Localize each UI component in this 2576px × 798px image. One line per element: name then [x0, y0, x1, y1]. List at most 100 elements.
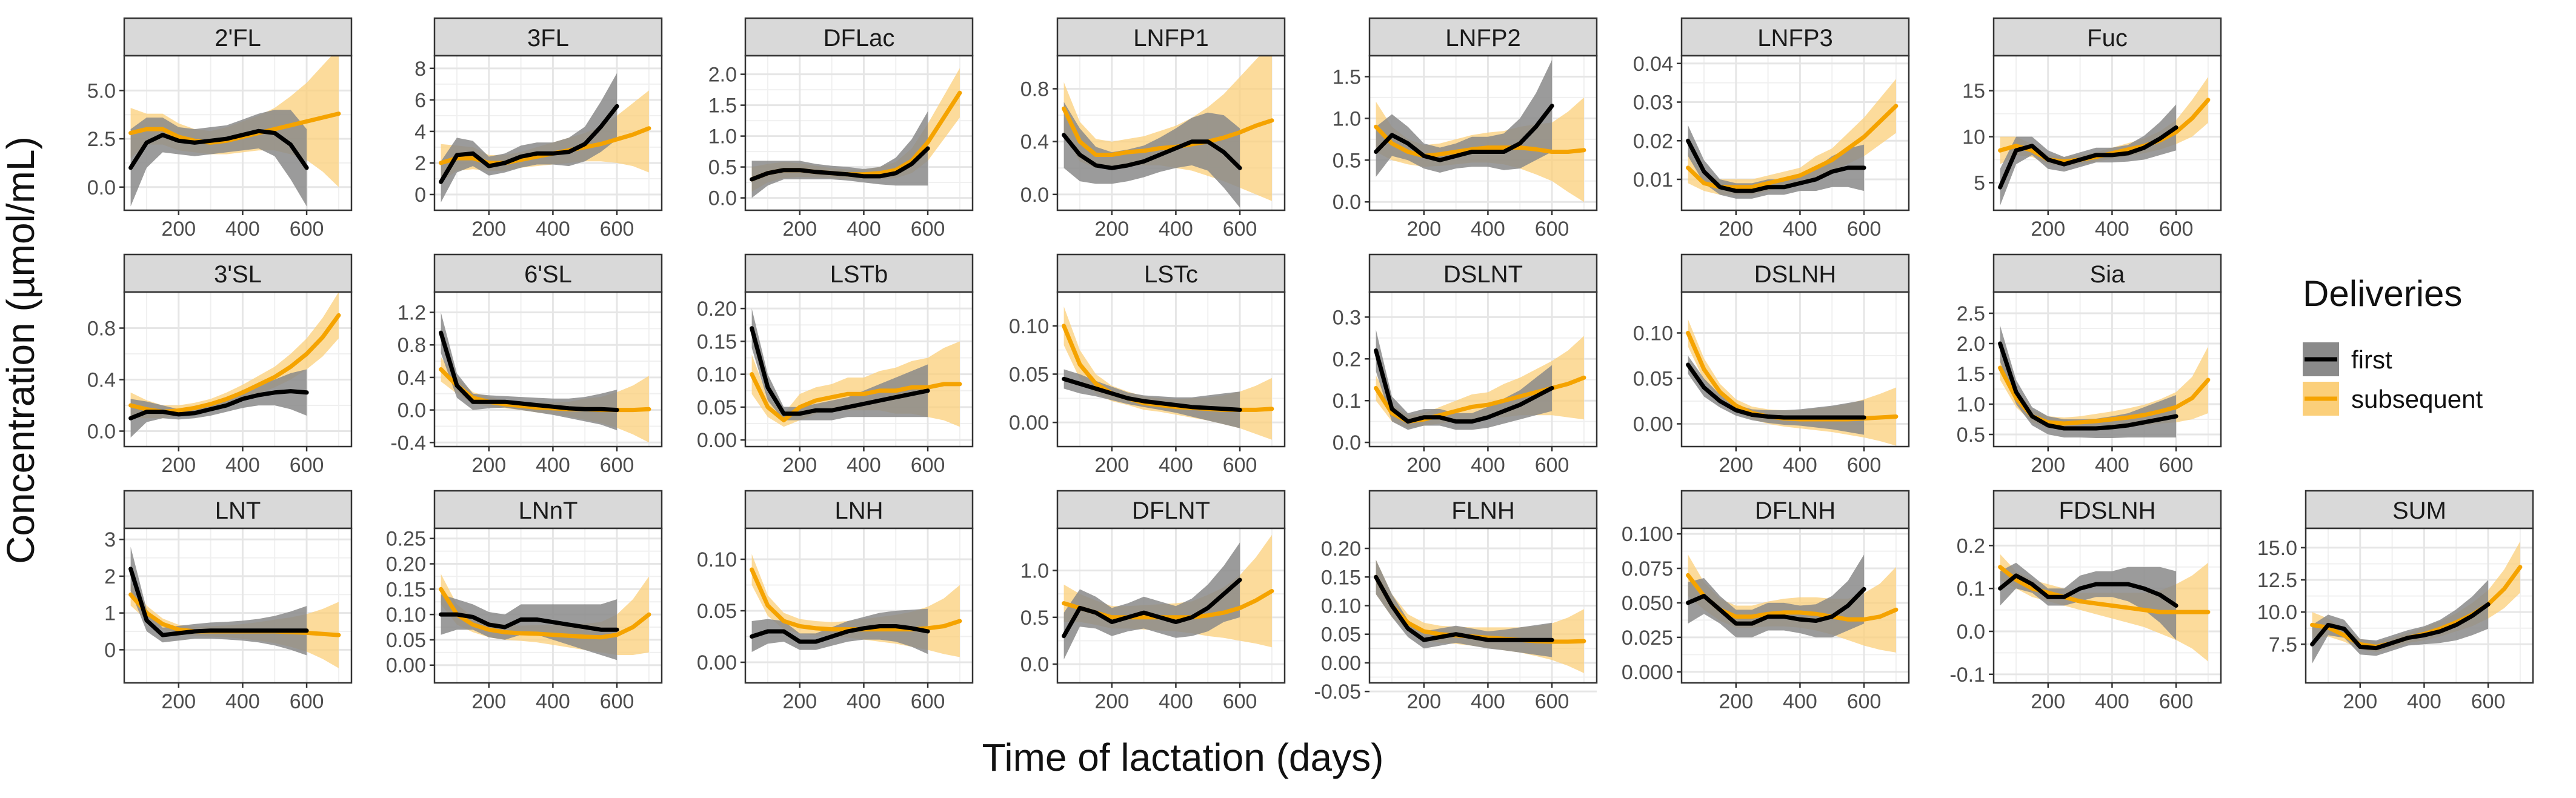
y-tick-label: 1.0	[708, 125, 737, 148]
y-tick-label: 0.0	[1020, 184, 1049, 207]
x-tick-label: 400	[1471, 218, 1505, 241]
y-tick-label: 0.2	[1957, 534, 1985, 557]
y-tick-label: 0.00	[1321, 652, 1361, 675]
panel-border	[433, 527, 663, 684]
series-line-first	[750, 146, 930, 182]
x-tick-label: 400	[1159, 218, 1193, 241]
y-tick-label: 0.00	[1009, 411, 1049, 434]
panel-data	[439, 73, 651, 202]
x-tick-label: 400	[225, 454, 260, 477]
x-tick-label: 200	[2031, 218, 2065, 241]
panel-data	[1374, 330, 1586, 430]
panel-border	[1680, 55, 1910, 211]
y-tick-label: 0.20	[697, 298, 737, 321]
y-tick-label: 0.5	[1957, 424, 1985, 447]
legend-label-first: first	[2351, 345, 2392, 374]
panel-3fl: 3FL 200 400 600 0 2 4 6 8	[414, 17, 663, 241]
y-tick-label: 10.0	[2257, 601, 2297, 624]
y-tick-label: 0.10	[1633, 322, 1673, 345]
y-tick-label: 5.0	[87, 79, 116, 102]
confidence-band-first	[1688, 356, 1865, 435]
series-line-first	[439, 612, 619, 632]
confidence-band-first	[441, 594, 617, 660]
panel-strip	[1368, 490, 1598, 530]
y-tick-label: 0.15	[697, 330, 737, 353]
panel-strip	[1056, 253, 1286, 293]
panel-data	[128, 56, 341, 207]
x-tick-label: 200	[2343, 690, 2377, 713]
panel-border	[1992, 55, 2222, 211]
x-tick-label: 600	[1535, 690, 1569, 713]
panel-lnh: LNH 200 400 600 0.00 0.05 0.10	[697, 490, 974, 713]
y-tick-label: 1.2	[398, 302, 426, 325]
y-tick-label: 15.0	[2257, 537, 2297, 560]
x-tick-label: 200	[471, 218, 506, 241]
panel-border	[1368, 527, 1598, 684]
y-tick-label: 0.050	[1622, 592, 1673, 615]
y-tick-label: 0.03	[1633, 91, 1673, 115]
x-tick-label: 600	[911, 690, 945, 713]
x-tick-label: 600	[2159, 690, 2194, 713]
panel-dslnh: DSLNH 200 400 600 0.00 0.05 0.10	[1633, 253, 1910, 477]
series-line-first	[750, 624, 930, 644]
panel-strip	[123, 490, 353, 530]
y-tick-label: 0.20	[386, 553, 426, 576]
legend: Deliveries first subsequent	[2303, 273, 2483, 416]
series-line-first	[1062, 376, 1242, 412]
series-line-first	[1686, 362, 1866, 420]
x-tick-label: 400	[1159, 690, 1193, 713]
x-tick-label: 600	[1535, 454, 1569, 477]
panel-border	[123, 55, 353, 211]
panel-strip	[1056, 490, 1286, 530]
y-tick-label: 0.075	[1622, 557, 1673, 580]
panel-title: DSLNH	[1754, 261, 1837, 288]
x-tick-label: 600	[1847, 218, 1882, 241]
x-tick-label: 200	[2031, 690, 2065, 713]
panel-data	[1686, 79, 1899, 199]
panel-title: LNH	[834, 497, 883, 524]
x-tick-label: 400	[225, 218, 260, 241]
y-tick-label: 0.00	[1633, 413, 1673, 436]
series-line-subsequent	[439, 587, 651, 640]
y-tick-label: 1	[104, 602, 116, 625]
x-tick-label: 600	[2471, 690, 2506, 713]
x-tick-label: 400	[2095, 454, 2129, 477]
series-line-first	[1686, 138, 1866, 193]
panel-data	[1062, 534, 1274, 660]
y-tick-label: 0.5	[708, 156, 737, 179]
panel-strip	[1992, 17, 2222, 57]
series-line-first	[128, 389, 309, 421]
plot-area	[124, 528, 351, 683]
panel-title: 3FL	[527, 25, 569, 52]
panel-data	[439, 574, 651, 660]
panel-title: Sia	[2090, 261, 2126, 288]
x-tick-label: 200	[782, 218, 817, 241]
x-tick-label: 600	[911, 454, 945, 477]
x-tick-label: 200	[161, 218, 196, 241]
panel-border	[123, 527, 353, 684]
legend-label-subsequent: subsequent	[2351, 385, 2483, 413]
series-line-subsequent	[1374, 124, 1586, 158]
y-tick-label: 0.00	[697, 429, 737, 452]
y-tick-label: 0	[104, 639, 116, 662]
y-tick-label: 6	[414, 89, 426, 112]
y-tick-label: 0.05	[697, 600, 737, 623]
panel-dflnt: DFLNT 200 400 600 0.0 0.5 1.0	[1020, 490, 1286, 713]
panel-title: LNFP2	[1445, 25, 1521, 52]
confidence-band-first	[1063, 369, 1240, 428]
panel-lstb: LSTb 200 400 600 0.00 0.05 0.10 0.15 0.20	[697, 253, 974, 477]
y-tick-label: 0.10	[386, 603, 426, 627]
panel-border	[2305, 527, 2534, 684]
confidence-band-first	[2000, 104, 2177, 206]
panel-strip	[744, 17, 974, 57]
confidence-band-first	[441, 73, 617, 202]
series-line-first	[1998, 573, 2178, 608]
y-tick-label: 0.00	[697, 651, 737, 674]
x-tick-label: 200	[1406, 218, 1441, 241]
y-tick-label: 0.5	[1020, 607, 1049, 630]
series-line-subsequent	[1062, 106, 1274, 157]
x-tick-label: 200	[1719, 690, 1753, 713]
y-tick-label: 0.4	[87, 369, 116, 392]
x-tick-label: 200	[782, 690, 817, 713]
series-line-first	[1062, 577, 1242, 639]
